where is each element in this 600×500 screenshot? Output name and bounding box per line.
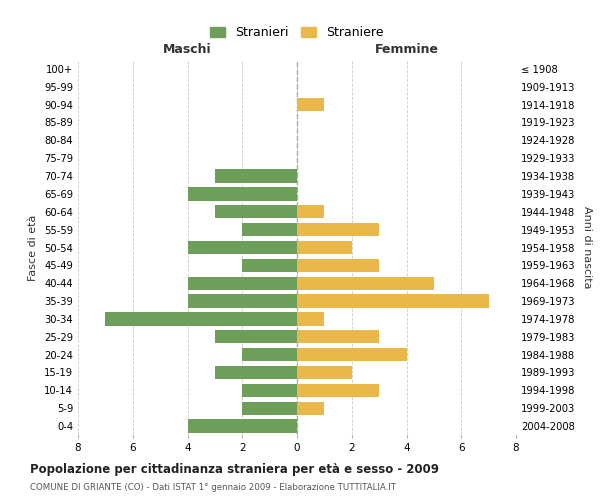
Bar — [297, 223, 379, 236]
Bar — [106, 312, 297, 326]
Text: Popolazione per cittadinanza straniera per età e sesso - 2009: Popolazione per cittadinanza straniera p… — [30, 462, 439, 475]
Bar — [297, 312, 325, 326]
Bar — [242, 258, 297, 272]
Bar — [297, 241, 352, 254]
Text: COMUNE DI GRIANTE (CO) - Dati ISTAT 1° gennaio 2009 - Elaborazione TUTTITALIA.IT: COMUNE DI GRIANTE (CO) - Dati ISTAT 1° g… — [30, 482, 396, 492]
Bar — [297, 348, 407, 362]
Bar — [297, 98, 325, 112]
Bar — [187, 420, 297, 433]
Legend: Stranieri, Straniere: Stranieri, Straniere — [205, 21, 389, 44]
Y-axis label: Fasce di età: Fasce di età — [28, 214, 38, 280]
Bar — [187, 294, 297, 308]
Bar — [187, 187, 297, 200]
Bar — [215, 366, 297, 379]
Bar — [187, 276, 297, 290]
Bar — [297, 205, 325, 218]
Bar — [215, 330, 297, 344]
Bar — [297, 402, 325, 415]
Bar — [242, 384, 297, 397]
Bar — [297, 276, 434, 290]
Bar — [242, 223, 297, 236]
Text: Maschi: Maschi — [163, 44, 212, 57]
Bar — [297, 258, 379, 272]
Bar — [215, 170, 297, 183]
Bar — [297, 330, 379, 344]
Y-axis label: Anni di nascita: Anni di nascita — [582, 206, 592, 289]
Bar — [297, 384, 379, 397]
Text: Femmine: Femmine — [374, 44, 439, 57]
Bar — [297, 294, 488, 308]
Bar — [187, 241, 297, 254]
Bar — [297, 366, 352, 379]
Bar — [242, 402, 297, 415]
Bar — [215, 205, 297, 218]
Bar — [242, 348, 297, 362]
